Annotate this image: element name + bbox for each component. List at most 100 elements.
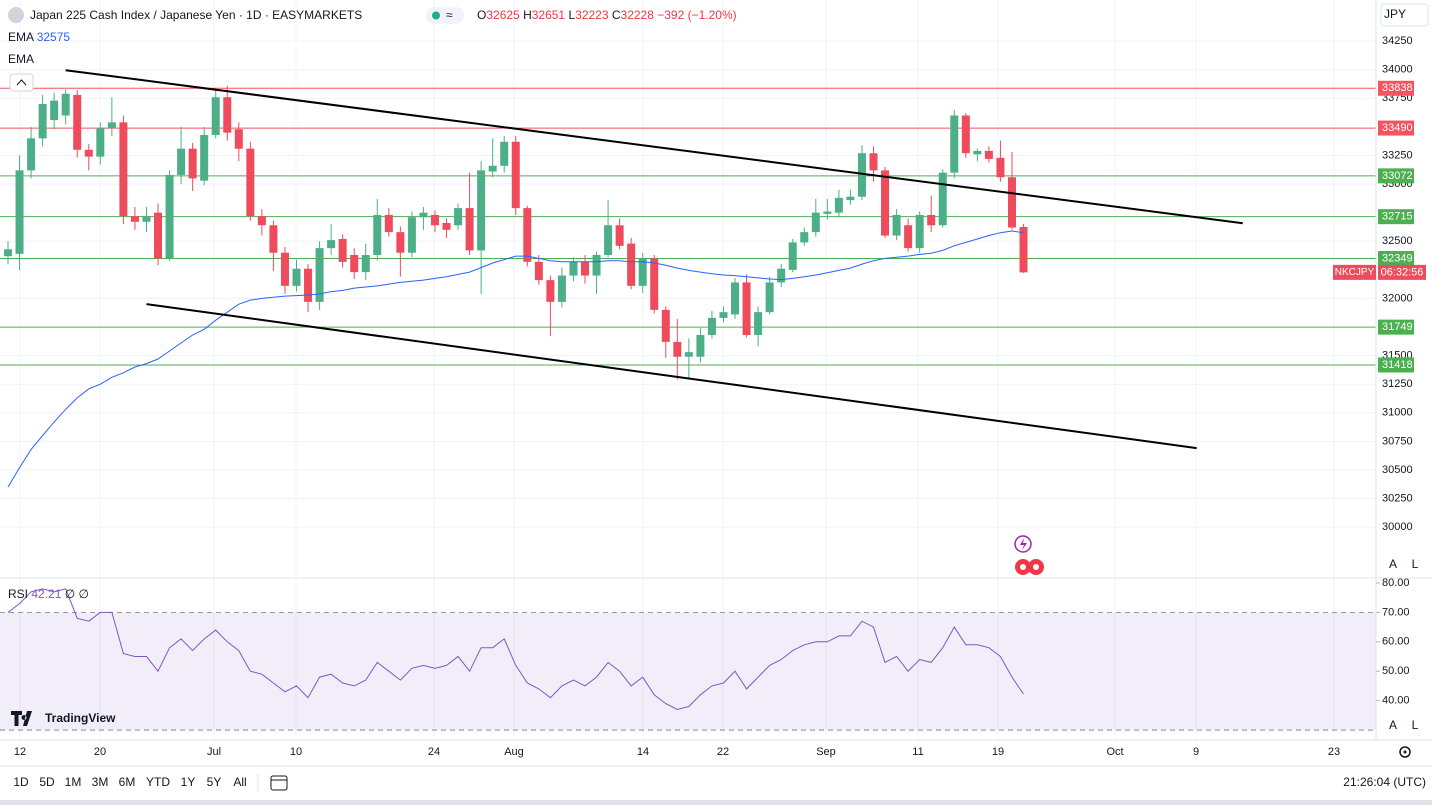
candle-body — [315, 248, 324, 302]
x-tick-label: 12 — [14, 746, 26, 758]
level-tag — [1378, 251, 1414, 267]
candle-body — [130, 216, 139, 222]
y-tick-label: 30500 — [1382, 464, 1413, 476]
settings-dot — [1403, 750, 1407, 754]
currency-button[interactable] — [1380, 3, 1429, 27]
candle-body — [292, 268, 301, 286]
candle-body — [823, 211, 832, 214]
candle-body — [777, 268, 786, 283]
candle-body — [834, 197, 843, 213]
level-tag — [1378, 209, 1414, 225]
level-label: 33072 — [1382, 170, 1413, 182]
candle-body — [800, 232, 809, 243]
trend-line — [65, 69, 1243, 225]
clock: 21:26:04 (UTC) — [1343, 775, 1426, 789]
main-pane — [0, 69, 1376, 488]
candle-body — [661, 309, 670, 342]
x-tick-label: Oct — [1106, 746, 1123, 758]
log-button[interactable]: L — [1412, 718, 1419, 732]
auto-button[interactable]: A — [1389, 557, 1397, 571]
candle-body — [996, 157, 1005, 178]
x-tick-label: 24 — [428, 746, 440, 758]
rsi-tick-label: 80.00 — [1382, 577, 1410, 589]
goto-date-button[interactable] — [270, 775, 288, 791]
candle-body — [569, 261, 578, 276]
y-tick-label: 31250 — [1382, 378, 1413, 390]
event-glyph — [1020, 538, 1027, 550]
candle-body — [523, 208, 532, 262]
settings-button[interactable] — [1399, 746, 1411, 758]
candle-body — [604, 225, 613, 255]
candle-body — [430, 214, 439, 226]
candle-body — [869, 153, 878, 171]
o-label: O — [477, 8, 486, 22]
candle-body — [904, 225, 913, 249]
range-button[interactable]: 1M — [65, 775, 82, 789]
x-tick-label: Jul — [207, 746, 221, 758]
y-tick-label: 34000 — [1382, 64, 1413, 76]
ema-legend-2: EMA — [8, 52, 34, 66]
h-label: H — [523, 8, 532, 22]
candle-body — [881, 170, 890, 236]
range-button[interactable]: 6M — [119, 775, 136, 789]
range-button[interactable]: 3M — [92, 775, 109, 789]
level-label: 33490 — [1382, 122, 1413, 134]
candle-body — [304, 268, 313, 302]
c-label: C — [612, 8, 621, 22]
rsi-band — [0, 612, 1376, 731]
collapse-button[interactable] — [9, 73, 34, 92]
y-tick-label: 30750 — [1382, 435, 1413, 447]
rsi-tick-label: 40.00 — [1382, 695, 1410, 707]
rsi-extra: ∅ ∅ — [65, 587, 89, 601]
change: −392 — [657, 8, 684, 22]
range-button[interactable]: All — [233, 775, 246, 789]
range-button[interactable]: 5D — [39, 775, 55, 789]
candle-body — [338, 238, 347, 262]
candle-body — [234, 129, 243, 149]
candle-body — [581, 261, 589, 276]
candle-body — [534, 261, 543, 281]
ema-name: EMA — [8, 30, 34, 44]
candle-body — [73, 94, 82, 150]
candle-body — [61, 93, 70, 116]
candle-body — [638, 258, 647, 286]
rsi-tick-label: 60.00 — [1382, 636, 1410, 648]
candle-body — [973, 150, 982, 155]
dividend-dot — [1020, 564, 1026, 570]
candle-body — [742, 282, 751, 336]
chart-title: Japan 225 Cash Index / Japanese Yen · 1D… — [30, 8, 362, 22]
price-axis: 3425034000337503325033000325003200031500… — [1333, 35, 1426, 707]
level-label: 32349 — [1382, 252, 1413, 264]
log-button[interactable]: L — [1412, 557, 1419, 571]
candle-body — [811, 212, 820, 233]
candle-body — [719, 312, 728, 318]
candle-body — [96, 128, 105, 157]
status-pill[interactable] — [426, 7, 464, 24]
candle-body — [892, 214, 901, 236]
candle-body — [488, 165, 497, 172]
candle-body — [211, 97, 220, 135]
x-tick-label: Aug — [504, 746, 524, 758]
y-tick-label: 33250 — [1382, 149, 1413, 161]
x-tick-label: Sep — [816, 746, 836, 758]
range-button[interactable]: 5Y — [207, 775, 222, 789]
candle-body — [961, 115, 970, 154]
range-button[interactable]: 1Y — [181, 775, 196, 789]
candle-body — [754, 312, 763, 336]
candle-body — [707, 317, 716, 336]
ema-line — [7, 230, 1024, 488]
rsi-legend: RSI 42.21 ∅ ∅ — [8, 587, 89, 601]
candle-body — [788, 242, 797, 270]
candle-body — [165, 174, 174, 259]
range-button[interactable]: 1D — [13, 775, 29, 789]
candle-body — [1019, 226, 1028, 273]
candle-body — [765, 282, 774, 313]
candle-body — [154, 212, 163, 259]
candle-body — [38, 104, 47, 139]
candle-body — [846, 196, 855, 201]
auto-button[interactable]: A — [1389, 718, 1397, 732]
candle-body — [223, 97, 232, 133]
range-button[interactable]: YTD — [146, 775, 170, 789]
candle-body — [407, 217, 416, 253]
